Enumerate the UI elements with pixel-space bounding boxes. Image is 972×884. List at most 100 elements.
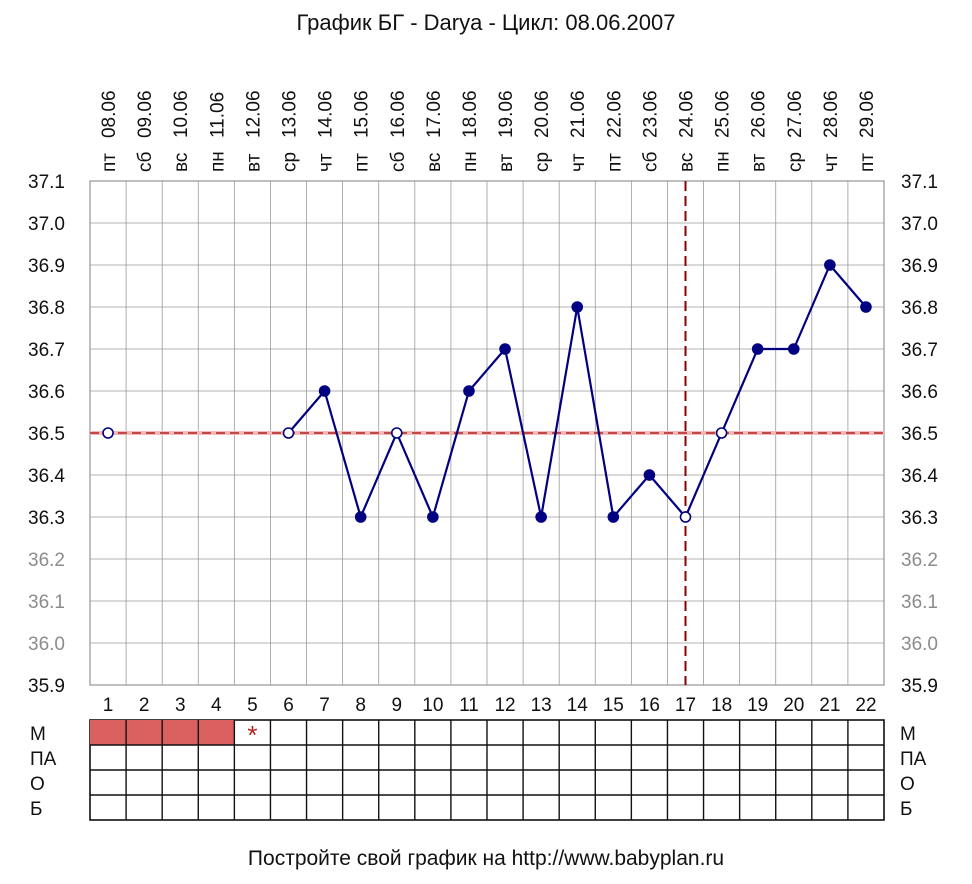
cycle-day-label: 20 [783, 695, 804, 716]
temperature-segment [395, 432, 434, 518]
temperature-segment [287, 390, 326, 434]
cycle-day-label: 11 [459, 695, 479, 716]
temperature-point [535, 511, 547, 523]
cycle-day-label: 12 [494, 695, 515, 716]
cycle-day-label: 15 [603, 695, 624, 716]
weekday-label: вс [677, 153, 698, 172]
temperature-segment [468, 348, 506, 392]
table-row-label-left: ПА [30, 749, 57, 770]
cycle-day-label: 5 [247, 695, 258, 716]
cycle-day-label: 16 [639, 695, 660, 716]
date-label: 23.06 [640, 90, 661, 138]
y-tick-label-left: 36.8 [28, 298, 65, 319]
weekday-label: пт [352, 153, 373, 172]
y-tick-label-left: 36.7 [28, 340, 65, 361]
temperature-segment [540, 306, 579, 518]
table-row-label-left: М [30, 724, 46, 745]
y-tick-label-right: 36.0 [901, 634, 938, 655]
cycle-day-label: 22 [855, 695, 876, 716]
menstruation-cell [90, 720, 127, 745]
date-label: 09.06 [135, 90, 156, 138]
temperature-point [607, 511, 620, 523]
temperature-segment [829, 264, 867, 308]
cycle-day-label: 2 [139, 695, 150, 716]
temperature-point [679, 511, 692, 523]
date-label: 20.06 [532, 90, 553, 138]
cycle-day-label: 7 [319, 695, 330, 716]
temperature-point [715, 427, 728, 439]
y-tick-label-left: 36.5 [28, 424, 65, 445]
menstruation-cell [126, 720, 163, 745]
table-row-label-right: ПА [900, 749, 927, 770]
temperature-point [318, 385, 331, 397]
date-label: 15.06 [352, 90, 373, 138]
temperature-point [499, 343, 511, 355]
weekday-label: пт [99, 153, 120, 172]
date-label: 13.06 [280, 90, 301, 138]
date-label: 24.06 [677, 90, 698, 138]
temperature-segment [576, 306, 615, 518]
y-tick-label-left: 36.0 [28, 634, 65, 655]
cycle-day-label: 21 [819, 695, 840, 716]
weekday-label: вс [424, 153, 445, 172]
y-tick-label-left: 35.9 [28, 676, 65, 697]
y-tick-label-right: 37.1 [901, 172, 938, 193]
temperature-segment [720, 348, 759, 434]
date-label: 27.06 [785, 90, 806, 138]
weekday-label: чт [316, 153, 337, 172]
date-label: 18.06 [460, 90, 481, 138]
temperature-segment [323, 390, 362, 518]
date-label: 12.06 [243, 90, 264, 138]
cycle-day-label: 17 [675, 695, 696, 716]
temperature-point [643, 469, 656, 481]
temperature-segment [648, 474, 687, 518]
weekday-label: чт [821, 153, 842, 172]
weekday-label: ср [785, 152, 806, 172]
y-tick-label-right: 36.9 [901, 256, 938, 277]
date-label: 29.06 [857, 90, 878, 138]
date-label: 11.06 [207, 92, 228, 138]
cycle-day-label: 6 [283, 695, 294, 716]
weekday-label: чт [568, 153, 589, 172]
weekday-label: пн [460, 151, 481, 172]
temperature-point [571, 301, 584, 313]
cycle-day-label: 9 [391, 695, 402, 716]
temperature-point [282, 427, 295, 439]
temperature-segment [612, 474, 651, 518]
temperature-point [354, 511, 367, 523]
y-tick-label-right: 36.3 [901, 508, 938, 529]
table-row-label-left: Б [30, 799, 42, 820]
temperature-segment [431, 390, 471, 518]
spotting-star: * [247, 720, 257, 750]
table-row-label-right: М [900, 724, 916, 745]
y-tick-label-right: 37.0 [901, 214, 938, 235]
table-row-label-left: О [30, 774, 45, 795]
date-label: 17.06 [424, 90, 445, 138]
menstruation-cell [162, 720, 199, 745]
cycle-day-label: 10 [422, 695, 443, 716]
temperature-point [390, 427, 403, 439]
weekday-label: сб [388, 152, 409, 173]
date-label: 10.06 [171, 90, 192, 138]
cycle-day-label: 13 [531, 695, 552, 716]
temperature-segment [792, 264, 831, 350]
cycle-day-label: 18 [711, 695, 732, 716]
date-label: 28.06 [821, 90, 842, 138]
temperature-points-layer [102, 259, 872, 523]
temperature-point [824, 259, 836, 271]
temperature-point [463, 385, 475, 397]
date-label: 22.06 [604, 90, 625, 138]
axis-labels-layer: 37.1 37.1 37.0 37.0 36.9 36.9 36.8 36.8 36.7 36.7… [28, 90, 938, 716]
y-tick-label-left: 36.3 [28, 508, 65, 529]
temperature-point [860, 301, 872, 313]
date-label: 26.06 [749, 90, 770, 138]
y-tick-label-right: 36.4 [901, 466, 938, 487]
y-tick-label-left: 36.9 [28, 256, 65, 277]
weekday-label: ср [280, 152, 301, 172]
weekday-label: вс [171, 153, 192, 172]
weekday-label: пн [207, 151, 228, 172]
footer-link-text: Постройте свой график на http://www.baby… [248, 847, 724, 870]
y-tick-label-left: 37.0 [28, 214, 65, 235]
